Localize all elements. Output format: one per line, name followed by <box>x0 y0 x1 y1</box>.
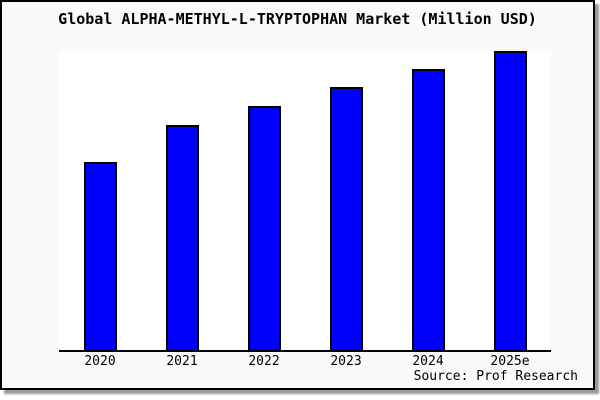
bar-column-2024 <box>387 51 469 350</box>
x-tick-label-2022: 2022 <box>248 354 280 369</box>
x-axis-labels: 2020 2021 2022 2023 2024 2025e <box>59 355 551 369</box>
bar-column-2023 <box>305 51 387 350</box>
x-tick-label-2023: 2023 <box>330 354 362 369</box>
chart-title: Global ALPHA-METHYL-L-TRYPTOPHAN Market … <box>58 10 537 28</box>
bar-column-2022 <box>223 51 305 350</box>
bar-2023 <box>329 86 363 350</box>
plot-area <box>59 51 551 352</box>
x-tick-label-2020: 2020 <box>84 354 116 369</box>
x-tick-label-2021: 2021 <box>166 354 198 369</box>
bars-row <box>59 51 551 350</box>
bar-2024 <box>411 68 445 350</box>
chart-card: Global ALPHA-METHYL-L-TRYPTOPHAN Market … <box>0 0 595 390</box>
source-credit: Source: Prof Research <box>413 369 578 384</box>
x-tick-label-2024: 2024 <box>412 354 444 369</box>
bar-2022 <box>247 106 281 350</box>
bar-2020 <box>83 161 117 350</box>
x-tick-label-2025e: 2025e <box>490 354 530 369</box>
bar-2021 <box>165 124 199 350</box>
bar-column-2021 <box>141 51 223 350</box>
bar-2025e <box>493 51 527 350</box>
bar-column-2020 <box>59 51 141 350</box>
bar-column-2025e <box>469 51 551 350</box>
